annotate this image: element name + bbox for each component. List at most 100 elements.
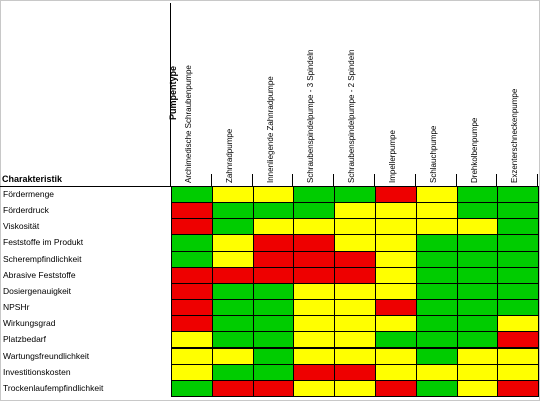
rating-cell <box>293 331 336 349</box>
rating-cell <box>293 202 336 220</box>
rating-cell <box>375 282 417 301</box>
rating-cell <box>211 363 254 381</box>
rating-cell <box>211 250 254 268</box>
rating-cell <box>456 331 499 349</box>
rating-cell <box>415 299 458 317</box>
characteristic-header: Charakteristik <box>2 174 63 184</box>
rating-cell <box>497 379 540 397</box>
column-header-tick <box>537 174 539 187</box>
rating-cell <box>211 347 254 365</box>
rating-cell <box>252 234 295 252</box>
rating-cell <box>171 234 213 252</box>
column-header-tick <box>374 174 375 187</box>
pump-column-header: Impellerpumpe <box>388 130 397 183</box>
column-header-tick <box>210 174 212 187</box>
rating-cell <box>171 218 213 236</box>
rating-cell <box>497 218 540 236</box>
row-label: Abrasive Feststoffe <box>3 269 76 280</box>
rating-cell <box>456 234 499 252</box>
column-header-tick <box>251 174 253 187</box>
rating-cell <box>252 315 295 333</box>
rating-cell <box>171 347 213 365</box>
rating-cell <box>375 331 417 349</box>
pump-column-header: Innenliegende Zahnradpumpe <box>265 76 275 183</box>
rating-cell <box>171 250 213 268</box>
rating-cell <box>375 218 417 236</box>
rating-cell <box>375 299 417 317</box>
rating-cell <box>375 347 417 365</box>
rating-cell <box>375 363 417 381</box>
rating-cell <box>415 331 458 349</box>
rating-cell <box>456 299 499 317</box>
rating-cell <box>252 250 295 268</box>
rating-cell <box>252 282 295 301</box>
rating-cell <box>334 363 376 381</box>
pump-column-header: Schraubenspindelpumpe - 3 Spindeln <box>306 49 316 183</box>
rating-cell <box>497 299 540 317</box>
rating-cell <box>334 282 376 301</box>
rating-cell <box>293 363 336 381</box>
rating-cell <box>252 331 295 349</box>
rating-cell <box>171 315 213 333</box>
rating-cell <box>415 202 458 220</box>
rating-cell <box>334 234 376 252</box>
rating-cell <box>211 331 254 349</box>
rating-cell <box>171 282 213 301</box>
rating-cell <box>171 186 213 204</box>
rating-cell <box>415 234 458 252</box>
column-header-tick <box>292 174 294 187</box>
rating-cell <box>456 218 499 236</box>
row-label: Feststoffe im Produkt <box>3 237 84 248</box>
rating-cell <box>334 347 376 365</box>
pump-column-header: Schraubenspindelpumpe - 2 Spindeln <box>347 49 357 183</box>
rating-cell <box>334 250 376 268</box>
pump-column-header: Zahnradpumpe <box>224 128 234 183</box>
row-label: Investitionskosten <box>3 366 71 377</box>
pump-column-header: Drehkolbenpumpe <box>469 117 479 183</box>
rating-cell <box>252 299 295 317</box>
row-label: Fördermenge <box>3 189 55 199</box>
rating-cell <box>415 379 458 397</box>
row-label: NPSHr <box>3 302 30 313</box>
rating-cell <box>497 202 540 220</box>
rating-cell <box>293 299 336 317</box>
rating-cell <box>252 202 295 220</box>
rating-cell <box>171 363 213 381</box>
row-label: Wirkungsgrad <box>3 318 56 329</box>
rating-cell <box>375 186 417 204</box>
rating-cell <box>456 379 499 397</box>
rating-cell <box>171 331 213 349</box>
rating-cell <box>334 315 376 333</box>
column-header-tick <box>455 174 457 187</box>
rating-cell <box>497 234 540 252</box>
pump-type-header: Pumpentype <box>168 66 178 121</box>
pump-column-header: Archimedische Schraubenpumpe <box>184 65 193 183</box>
rating-cell <box>375 379 417 397</box>
rating-cell <box>293 379 336 397</box>
rating-cell <box>456 186 499 204</box>
header-divider <box>170 3 171 186</box>
rating-cell <box>375 250 417 268</box>
rating-cell <box>334 266 376 284</box>
rating-cell <box>211 299 254 317</box>
rating-cell <box>456 266 499 284</box>
rating-cell <box>293 266 336 284</box>
rating-cell <box>211 315 254 333</box>
rating-cell <box>334 299 376 317</box>
rating-cell <box>211 202 254 220</box>
column-header-tick <box>496 174 498 187</box>
row-label: Dosiergenauigkeit <box>3 285 72 296</box>
rating-cell <box>293 250 336 268</box>
rating-cell <box>456 315 499 333</box>
rating-cell <box>415 282 458 301</box>
rating-cell <box>211 266 254 284</box>
rating-cell <box>171 202 213 220</box>
rating-cell <box>415 347 458 365</box>
rating-cell <box>456 250 499 268</box>
rating-cell <box>456 202 499 220</box>
rating-cell <box>334 218 376 236</box>
rating-cell <box>211 218 254 236</box>
rating-cell <box>171 266 213 284</box>
row-label: Platzbedarf <box>3 334 46 345</box>
rating-cell <box>334 331 376 349</box>
